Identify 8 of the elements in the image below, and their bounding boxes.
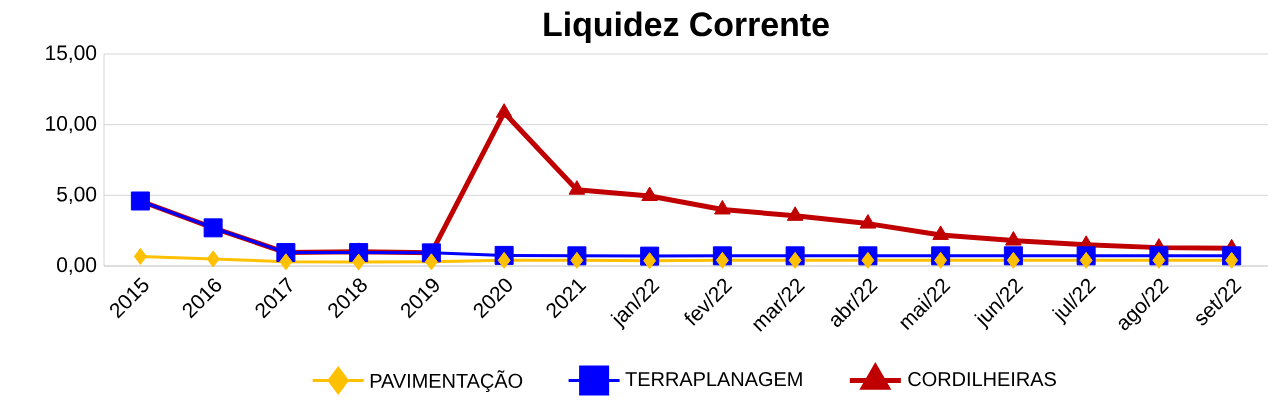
legend-label: PAVIMENTAÇÃO [370, 370, 523, 392]
chart-title: Liquidez Corrente [544, 11, 829, 44]
legend-label: TERRAPLANAGEM [625, 372, 802, 387]
y-tick-label: 0,00 [57, 257, 97, 275]
legend-label: CORDILHEIRAS [908, 372, 1056, 387]
y-tick-label: 10,00 [46, 116, 97, 134]
y-tick-label: 5,00 [57, 186, 97, 204]
y-tick-label: 15,00 [46, 45, 97, 63]
